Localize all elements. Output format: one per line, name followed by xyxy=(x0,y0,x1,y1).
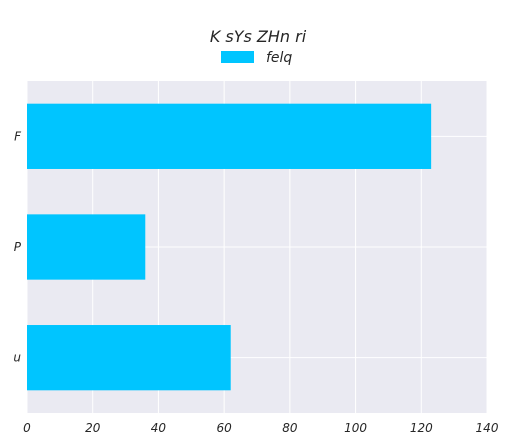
x-tick-label-1: 20 xyxy=(85,421,101,435)
x-axis: 0 20 40 60 80 100 120 140 xyxy=(23,421,499,435)
x-tick-label-5: 100 xyxy=(344,421,367,435)
y-tick-label-F: F xyxy=(14,129,22,143)
bar-P xyxy=(27,214,146,280)
bar-F xyxy=(27,103,432,169)
x-tick-label-4: 80 xyxy=(282,421,298,435)
chart-title: K sYs ZHn ri xyxy=(210,27,307,46)
x-tick-label-6: 120 xyxy=(410,421,433,435)
y-tick-label-u: u xyxy=(13,351,21,365)
y-axis: F Pu xyxy=(13,129,22,364)
x-tick-label-3: 60 xyxy=(217,421,233,435)
legend-label-felq: felq xyxy=(266,50,292,66)
legend-swatch-felq xyxy=(221,51,254,63)
x-tick-label-2: 40 xyxy=(151,421,167,435)
bars xyxy=(27,103,432,391)
x-tick-label-7: 140 xyxy=(476,421,499,435)
y-tick-label-P: P xyxy=(14,240,22,254)
x-tick-label-0: 0 xyxy=(23,421,31,435)
legend: felq xyxy=(221,50,292,66)
bar-u xyxy=(27,325,231,391)
